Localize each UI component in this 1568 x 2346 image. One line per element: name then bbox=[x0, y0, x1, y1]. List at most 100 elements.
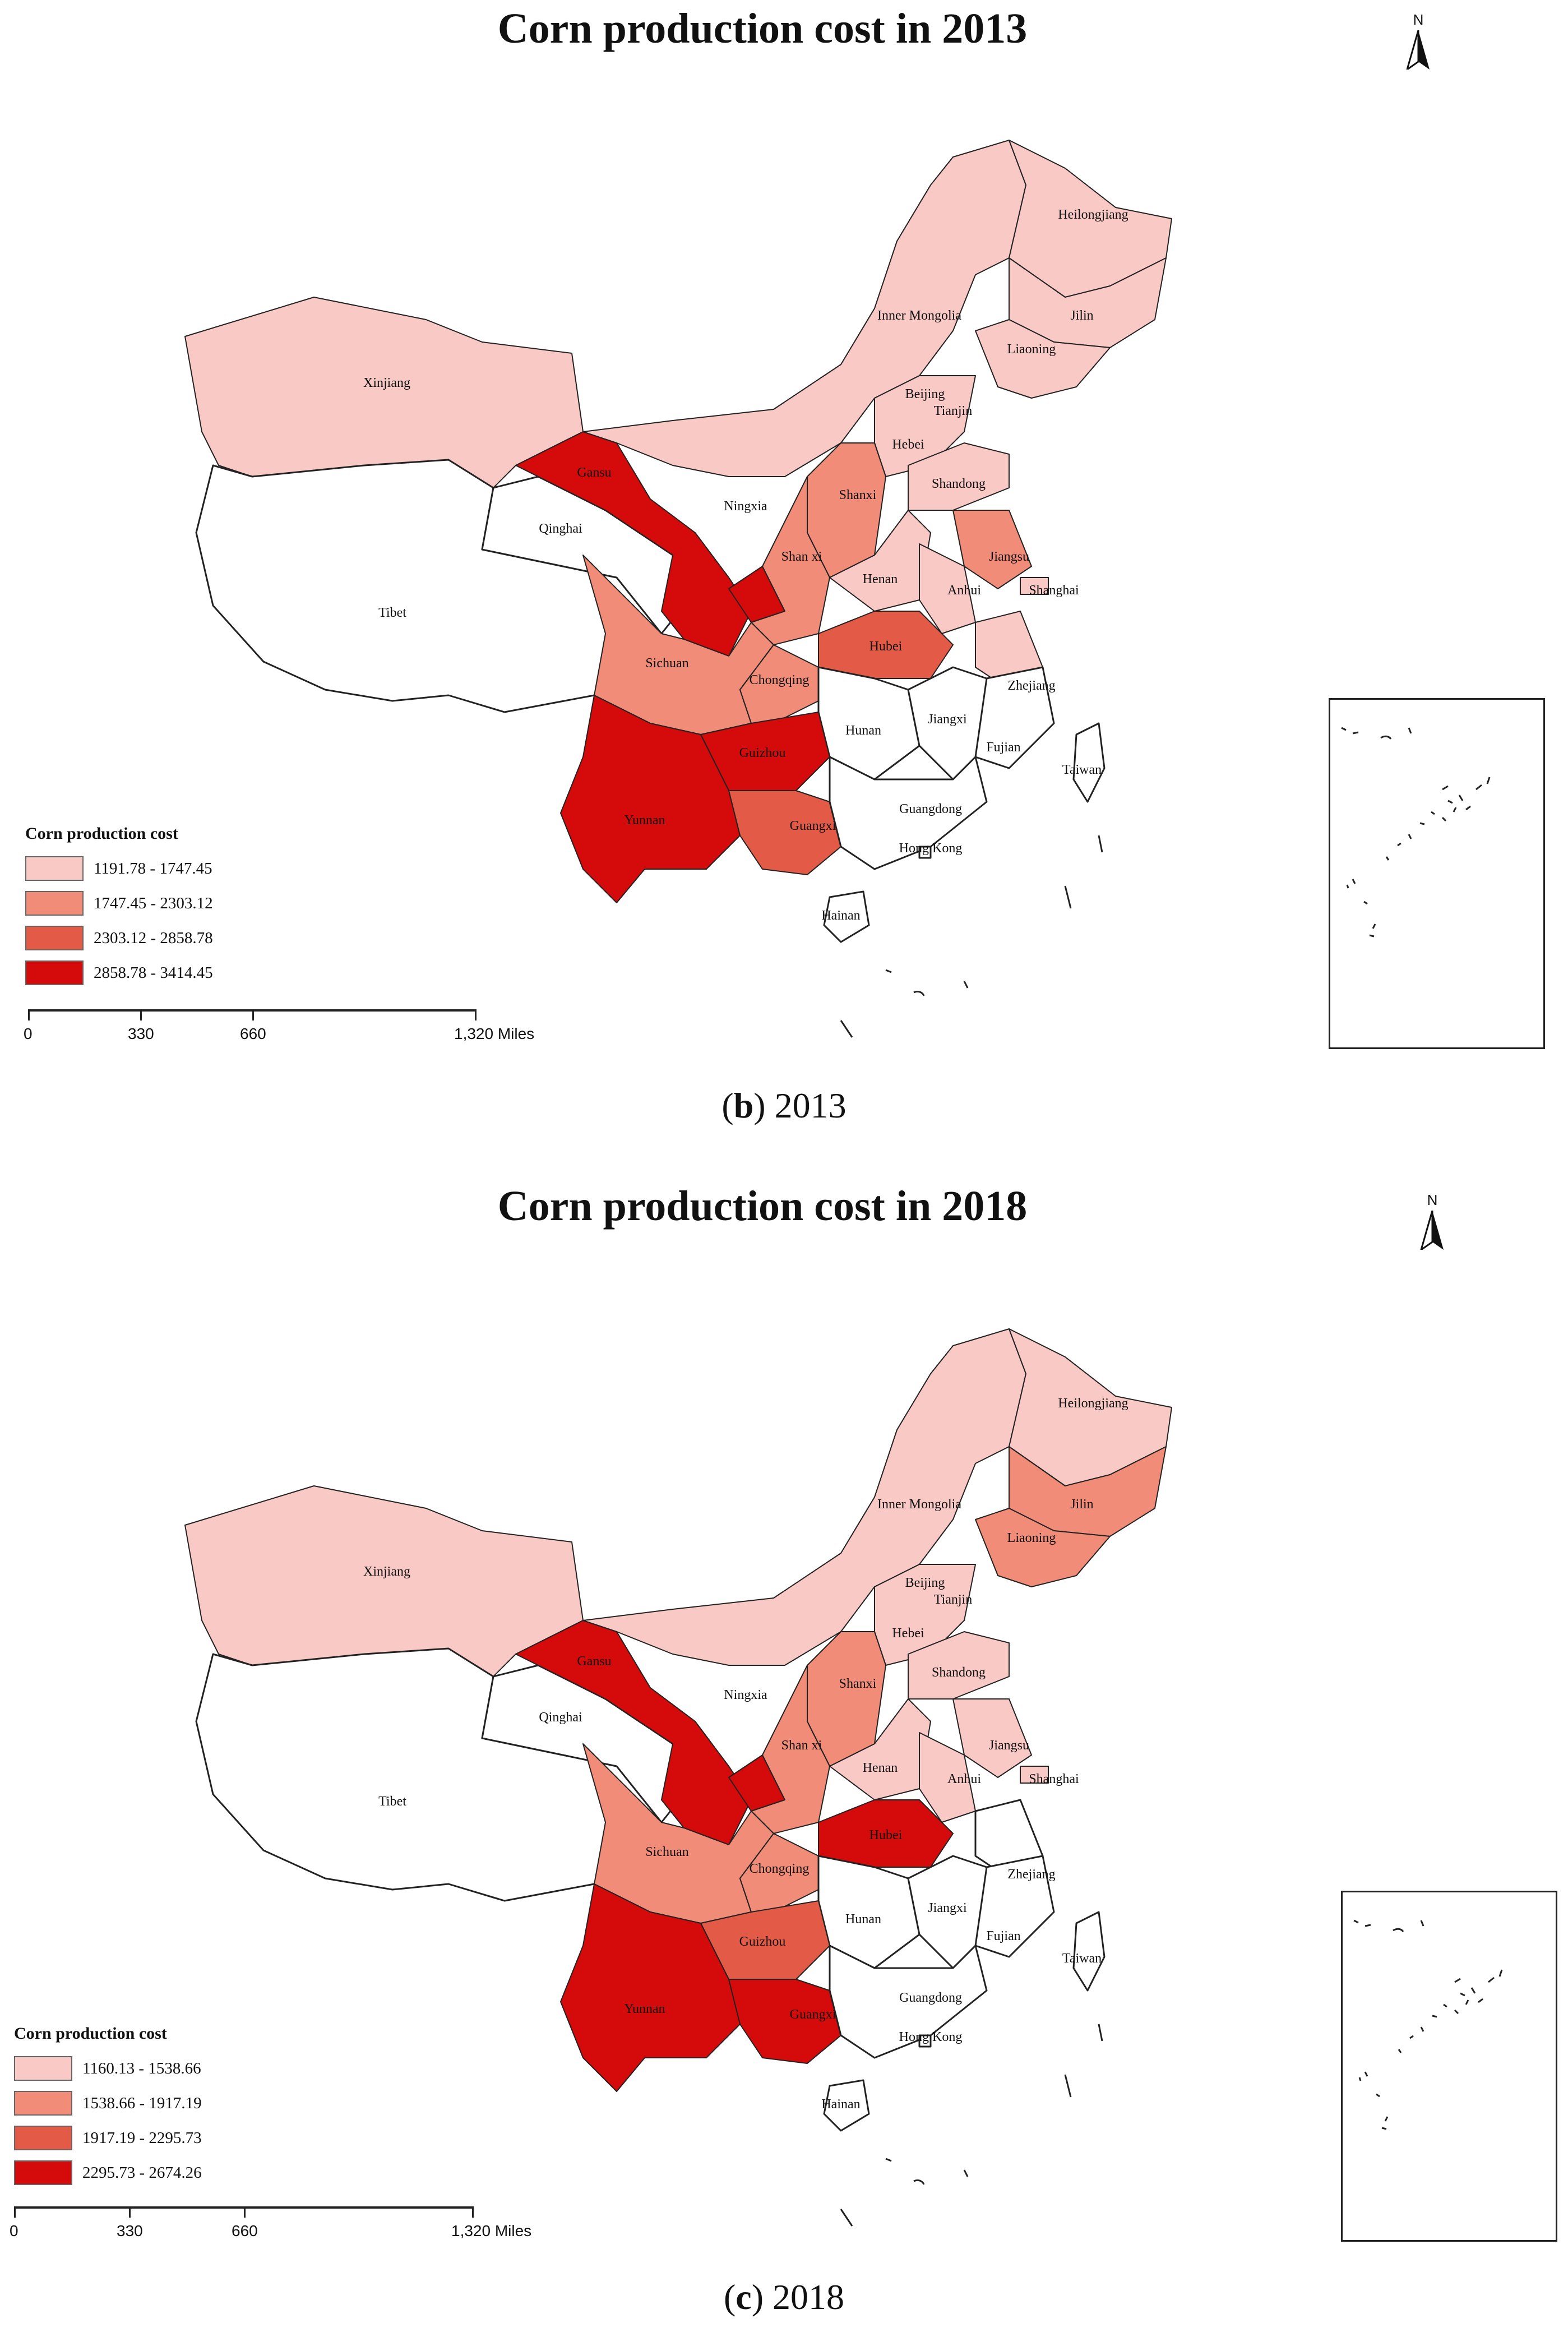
province-label: Yunnan bbox=[624, 2002, 665, 2016]
province-map: Xinjiang Tibet Qinghai Gansu Ningxia Inner Mo… bbox=[184, 1328, 1172, 2227]
scale-tick bbox=[472, 2206, 474, 2218]
legend-item: 2295.73 - 2674.26 bbox=[14, 2155, 202, 2190]
legend-item: 2858.78 - 3414.45 bbox=[25, 955, 213, 990]
legend-swatch bbox=[14, 2160, 72, 2185]
map-panel-2013: Corn production cost in 2013 N Xinjiang T… bbox=[0, 0, 1568, 1172]
province-anhui bbox=[919, 543, 976, 634]
legend-label: 1747.45 - 2303.12 bbox=[94, 894, 213, 912]
province-label: Sichuan bbox=[645, 1845, 688, 1859]
scale-tick bbox=[140, 1009, 142, 1020]
caption-letter: c bbox=[736, 2277, 752, 2317]
province-label: Hong Kong bbox=[899, 841, 963, 856]
legend-swatch bbox=[25, 856, 84, 881]
province-guangxi bbox=[728, 1979, 841, 2064]
scale-label: 0 bbox=[10, 2222, 18, 2239]
province-label: Hubei bbox=[869, 1828, 903, 1842]
province-label: Hainan bbox=[821, 908, 860, 923]
legend-swatch bbox=[25, 926, 84, 950]
province-label: Hebei bbox=[892, 437, 924, 452]
province-label: Yunnan bbox=[624, 813, 665, 828]
south-china-sea-inset bbox=[1329, 698, 1545, 1049]
legend-item: 1747.45 - 2303.12 bbox=[25, 886, 213, 921]
province-map: Xinjiang Tibet Qinghai Gansu Ningxia Inner Mo… bbox=[184, 140, 1172, 1038]
province-label: Guangdong bbox=[899, 1991, 962, 2005]
scale-bar: 0 330 660 1,320 Miles bbox=[10, 2206, 531, 2240]
province-xinjiang bbox=[184, 297, 584, 488]
legend-label: 2295.73 - 2674.26 bbox=[82, 2163, 202, 2182]
province-hong-kong bbox=[918, 846, 932, 859]
province-label: Hunan bbox=[845, 1912, 881, 1927]
legend-title: Corn production cost bbox=[14, 2024, 167, 2043]
legend-title: Corn production cost bbox=[25, 824, 178, 843]
province-jiangsu bbox=[952, 510, 1032, 589]
caption-year: 2013 bbox=[774, 1086, 847, 1125]
province-label: Chongqing bbox=[750, 1862, 810, 1876]
province-label: Shan xi bbox=[781, 549, 822, 564]
scale-label: 0 bbox=[24, 1025, 33, 1042]
province-label: Inner Mongolia bbox=[877, 308, 961, 323]
island-dots-icon bbox=[1353, 1919, 1503, 2130]
map-title: Corn production cost in 2018 bbox=[497, 1183, 1028, 1230]
province-label: Tibet bbox=[378, 606, 406, 620]
legend-swatch bbox=[14, 2091, 72, 2116]
province-label: Liaoning bbox=[1007, 342, 1056, 357]
province-hong-kong bbox=[918, 2034, 932, 2048]
province-label: Guizhou bbox=[739, 746, 786, 760]
province-label: Sichuan bbox=[645, 656, 688, 671]
coastal-islands bbox=[840, 835, 1103, 1038]
scale-tick bbox=[28, 1009, 30, 1020]
north-label: N bbox=[1413, 11, 1424, 28]
province-label: Chongqing bbox=[750, 673, 810, 687]
province-label: Hunan bbox=[845, 723, 881, 738]
province-guangdong bbox=[829, 756, 988, 870]
figure-caption: (c) 2018 bbox=[723, 2277, 845, 2317]
province-shanghai bbox=[1020, 577, 1049, 595]
province-label: Zhejiang bbox=[1007, 1867, 1055, 1882]
province-taiwan bbox=[1072, 722, 1106, 803]
legend: Corn production cost 1191.78 - 1747.45 1… bbox=[25, 824, 213, 990]
province-label: Xinjiang bbox=[363, 1564, 410, 1579]
figure-caption: (b) 2013 bbox=[721, 1086, 847, 1125]
province-label: Beijing bbox=[905, 387, 945, 401]
province-gansu bbox=[515, 431, 752, 657]
scale-tick bbox=[252, 1009, 254, 1020]
province-label: Taiwan bbox=[1062, 1951, 1102, 1966]
north-arrow-icon bbox=[1406, 30, 1430, 70]
province-label: Gansu bbox=[577, 1654, 611, 1669]
province-label: Zhejiang bbox=[1007, 678, 1055, 693]
scale-tick bbox=[475, 1009, 477, 1020]
province-label: Guangxi bbox=[790, 2007, 836, 2022]
province-label: Anhui bbox=[947, 583, 981, 598]
legend-swatch bbox=[25, 960, 84, 985]
province-label: Anhui bbox=[947, 1772, 981, 1786]
province-label: Guangxi bbox=[790, 819, 836, 833]
province-label: Jiangsu bbox=[989, 549, 1029, 564]
province-gansu bbox=[515, 1620, 752, 1845]
province-label: Shanghai bbox=[1029, 583, 1079, 598]
province-label: Qinghai bbox=[539, 521, 582, 536]
province-shanghai bbox=[1020, 1766, 1049, 1784]
legend-item: 1160.13 - 1538.66 bbox=[14, 2051, 202, 2086]
scale-label: 1,320 Miles bbox=[454, 1025, 535, 1042]
legend: Corn production cost 1160.13 - 1538.66 1… bbox=[14, 2024, 202, 2190]
province-label: Inner Mongolia bbox=[877, 1497, 961, 1512]
province-hainan bbox=[823, 2079, 870, 2132]
north-arrow-icon bbox=[1420, 1211, 1444, 1250]
province-label: Henan bbox=[863, 572, 898, 586]
caption-letter: b bbox=[733, 1086, 754, 1125]
province-shan-xi bbox=[751, 1665, 830, 1834]
province-label: Shanxi bbox=[839, 488, 877, 502]
province-label: Beijing bbox=[905, 1576, 945, 1590]
province-label: Hebei bbox=[892, 1626, 924, 1641]
legend-swatch bbox=[14, 2056, 72, 2081]
province-label: Liaoning bbox=[1007, 1531, 1056, 1545]
province-yunnan bbox=[560, 695, 741, 903]
south-china-sea-inset bbox=[1341, 1891, 1557, 2242]
scale-label: 660 bbox=[232, 2222, 258, 2239]
legend-label: 2303.12 - 2858.78 bbox=[94, 929, 213, 947]
scale-tick bbox=[244, 2206, 246, 2218]
province-label: Guangdong bbox=[899, 802, 962, 816]
province-label: Jiangsu bbox=[989, 1738, 1029, 1753]
legend-item: 2303.12 - 2858.78 bbox=[25, 921, 213, 955]
province-label: Guizhou bbox=[739, 1934, 786, 1949]
